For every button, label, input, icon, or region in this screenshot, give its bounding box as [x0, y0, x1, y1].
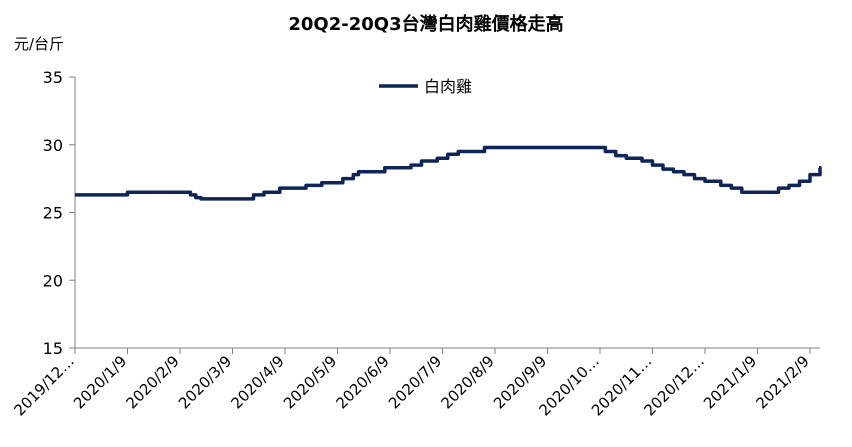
chart-title: 20Q2-20Q3台灣白肉雞價格走高: [288, 14, 564, 35]
axes: [74, 77, 820, 349]
x-tick-label: 2019/12…: [10, 352, 77, 419]
y-axis-unit-label: 元/台斤: [14, 35, 65, 53]
x-tick-label: 2021/1/9: [700, 352, 760, 412]
y-tick-label: 30: [43, 136, 63, 155]
x-tick-label: 2020/8/9: [437, 352, 497, 412]
x-tick-label: 2020/7/9: [385, 352, 445, 412]
x-tick-label: 2020/2/9: [122, 352, 182, 412]
y-axis-ticks: 15 20 25 30 35: [43, 68, 75, 358]
y-tick-label: 15: [43, 339, 63, 358]
series-line: [75, 145, 822, 201]
x-tick-label: 2020/1/9: [70, 352, 130, 412]
legend: 白肉雞: [379, 77, 472, 96]
x-tick-label: 2020/4/9: [227, 352, 287, 412]
y-tick-label: 35: [43, 68, 63, 87]
x-axis-ticks: 2019/12…2020/1/92020/2/92020/3/92020/4/9…: [10, 348, 813, 420]
x-tick-label: 2020/3/9: [175, 352, 235, 412]
y-tick-label: 25: [43, 204, 63, 223]
legend-label: 白肉雞: [424, 77, 472, 96]
x-tick-label: 2021/2/9: [752, 352, 812, 412]
x-tick-label: 2020/5/9: [280, 352, 340, 412]
series-layer: [75, 145, 822, 201]
x-tick-label: 2020/6/9: [332, 352, 392, 412]
y-tick-label: 20: [43, 271, 63, 290]
